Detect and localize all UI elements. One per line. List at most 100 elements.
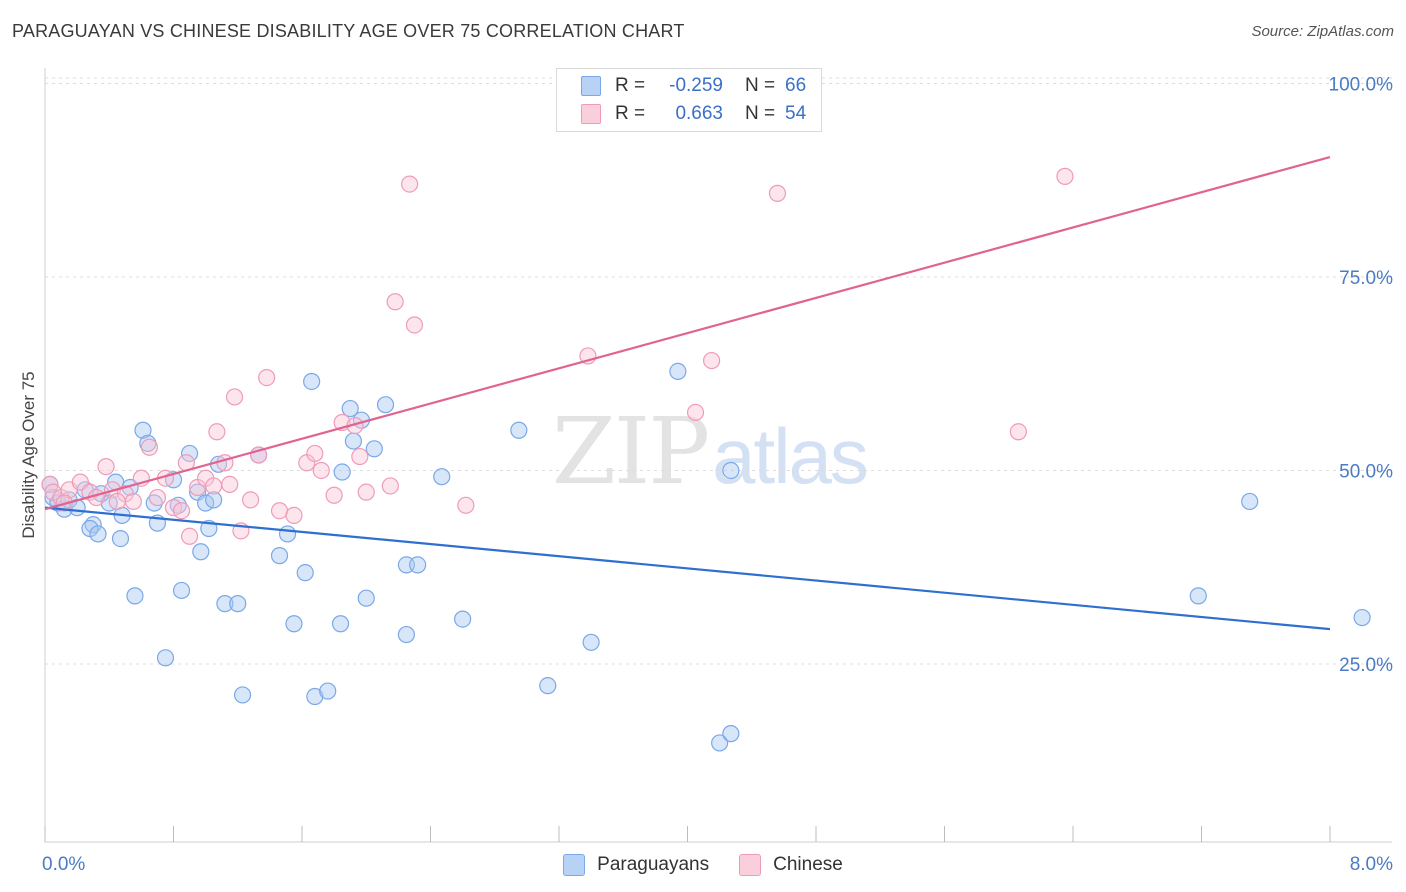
legend-r-label: R =: [615, 103, 646, 124]
series-legend-paraguayans: Paraguayans: [563, 854, 709, 876]
point-chinese: [205, 477, 223, 495]
point-chinese: [405, 316, 424, 334]
series-legend: Paraguayans Chinese: [0, 852, 1406, 878]
series-swatch-paraguayans: [563, 854, 586, 876]
series-label-paraguayans: Paraguayans: [597, 854, 710, 875]
point-chinese: [258, 369, 276, 387]
legend-n-value: 54: [785, 103, 807, 124]
point-chinese: [97, 458, 115, 476]
point-paraguayans: [454, 610, 472, 628]
point-chinese: [386, 293, 404, 311]
correlation-legend: R = -0.259 N = 66 R = 0.663 N = 54: [556, 68, 822, 132]
point-paraguayans: [331, 615, 350, 633]
point-chinese: [457, 496, 475, 514]
legend-n-label: N =: [745, 103, 776, 124]
point-chinese: [140, 438, 159, 456]
point-paraguayans: [306, 687, 324, 706]
point-paraguayans: [711, 734, 729, 752]
point-paraguayans: [397, 625, 416, 644]
point-paraguayans: [180, 444, 199, 463]
x-tick-label: 8.0%: [1350, 854, 1393, 875]
point-paraguayans: [270, 547, 289, 565]
point-chinese: [401, 175, 419, 193]
legend-n-label: N =: [745, 75, 776, 96]
point-paraguayans: [192, 543, 210, 561]
point-paraguayans: [357, 589, 375, 607]
point-chinese: [208, 423, 226, 441]
trend-line-paraguayans: [44, 506, 1331, 631]
legend-r-label: R =: [615, 75, 646, 96]
point-chinese: [768, 184, 787, 202]
point-chinese: [172, 502, 191, 520]
point-paraguayans: [510, 421, 528, 439]
point-paraguayans: [278, 525, 297, 543]
point-chinese: [242, 491, 260, 509]
point-chinese: [1056, 167, 1074, 185]
point-chinese: [108, 492, 126, 511]
series-legend-chinese: Chinese: [739, 854, 843, 876]
x-tick-label: 0.0%: [42, 854, 85, 875]
point-paraguayans: [134, 421, 152, 439]
point-paraguayans: [341, 399, 359, 418]
point-chinese: [325, 486, 343, 504]
point-paraguayans: [205, 491, 223, 509]
point-paraguayans: [216, 595, 234, 613]
legend-swatch-paraguayans: [581, 76, 601, 96]
point-paraguayans: [145, 494, 163, 512]
point-chinese: [216, 454, 234, 472]
y-tick-label: 50.0%: [1339, 461, 1393, 482]
point-chinese: [148, 488, 167, 507]
watermark-zip: ZIP: [552, 398, 710, 505]
legend-row-paraguayans: R = -0.259 N = 66: [581, 72, 806, 100]
point-paraguayans: [126, 587, 144, 605]
point-paraguayans: [319, 682, 337, 700]
point-paraguayans: [1353, 608, 1371, 627]
chart-title: PARAGUAYAN VS CHINESE DISABILITY AGE OVE…: [12, 21, 685, 41]
series-label-chinese: Chinese: [773, 854, 843, 875]
point-paraguayans: [376, 396, 395, 414]
point-chinese: [221, 475, 239, 494]
point-paraguayans: [365, 440, 383, 458]
point-paraguayans: [1241, 492, 1259, 511]
point-chinese: [270, 502, 289, 520]
legend-r-value: -0.259: [669, 75, 723, 96]
point-paraguayans: [409, 556, 427, 574]
point-chinese: [306, 444, 324, 463]
point-paraguayans: [229, 595, 247, 613]
data-points: [41, 71, 1371, 752]
point-chinese: [312, 461, 330, 480]
point-chinese: [1009, 423, 1027, 441]
tick-labels: 25.0% 50.0% 75.0% 100.0% 0.0% 8.0% Disability …: [19, 74, 1393, 875]
point-paraguayans: [303, 372, 321, 391]
point-paraguayans: [1189, 587, 1207, 605]
y-tick-label: 100.0%: [1329, 74, 1394, 95]
y-axis-title: Disability Age Over 75: [19, 371, 38, 538]
point-paraguayans: [296, 564, 314, 582]
source-credit: Source: ZipAtlas.com: [1251, 23, 1394, 40]
watermark-atlas: atlas: [712, 412, 869, 500]
point-paraguayans: [344, 432, 362, 450]
point-chinese: [225, 388, 244, 406]
point-paraguayans: [669, 362, 687, 381]
legend-row-chinese: R = 0.663 N = 54: [581, 100, 806, 128]
point-paraguayans: [285, 615, 303, 633]
point-chinese: [381, 477, 399, 495]
trend-lines: [44, 155, 1331, 631]
grid-lines: [45, 77, 1392, 665]
point-paraguayans: [111, 529, 130, 548]
point-paraguayans: [722, 461, 740, 480]
legend-n-value: 66: [785, 75, 807, 96]
series-swatch-chinese: [739, 854, 762, 876]
point-chinese: [180, 527, 199, 545]
point-paraguayans: [433, 468, 451, 486]
point-paraguayans: [722, 725, 740, 743]
point-chinese: [285, 506, 303, 524]
y-tick-label: 25.0%: [1339, 655, 1393, 676]
point-paraguayans: [156, 649, 175, 667]
point-chinese: [357, 483, 375, 501]
point-chinese: [124, 492, 142, 511]
point-paraguayans: [539, 677, 557, 695]
y-tick-label: 75.0%: [1339, 268, 1393, 289]
point-paraguayans: [233, 686, 252, 704]
